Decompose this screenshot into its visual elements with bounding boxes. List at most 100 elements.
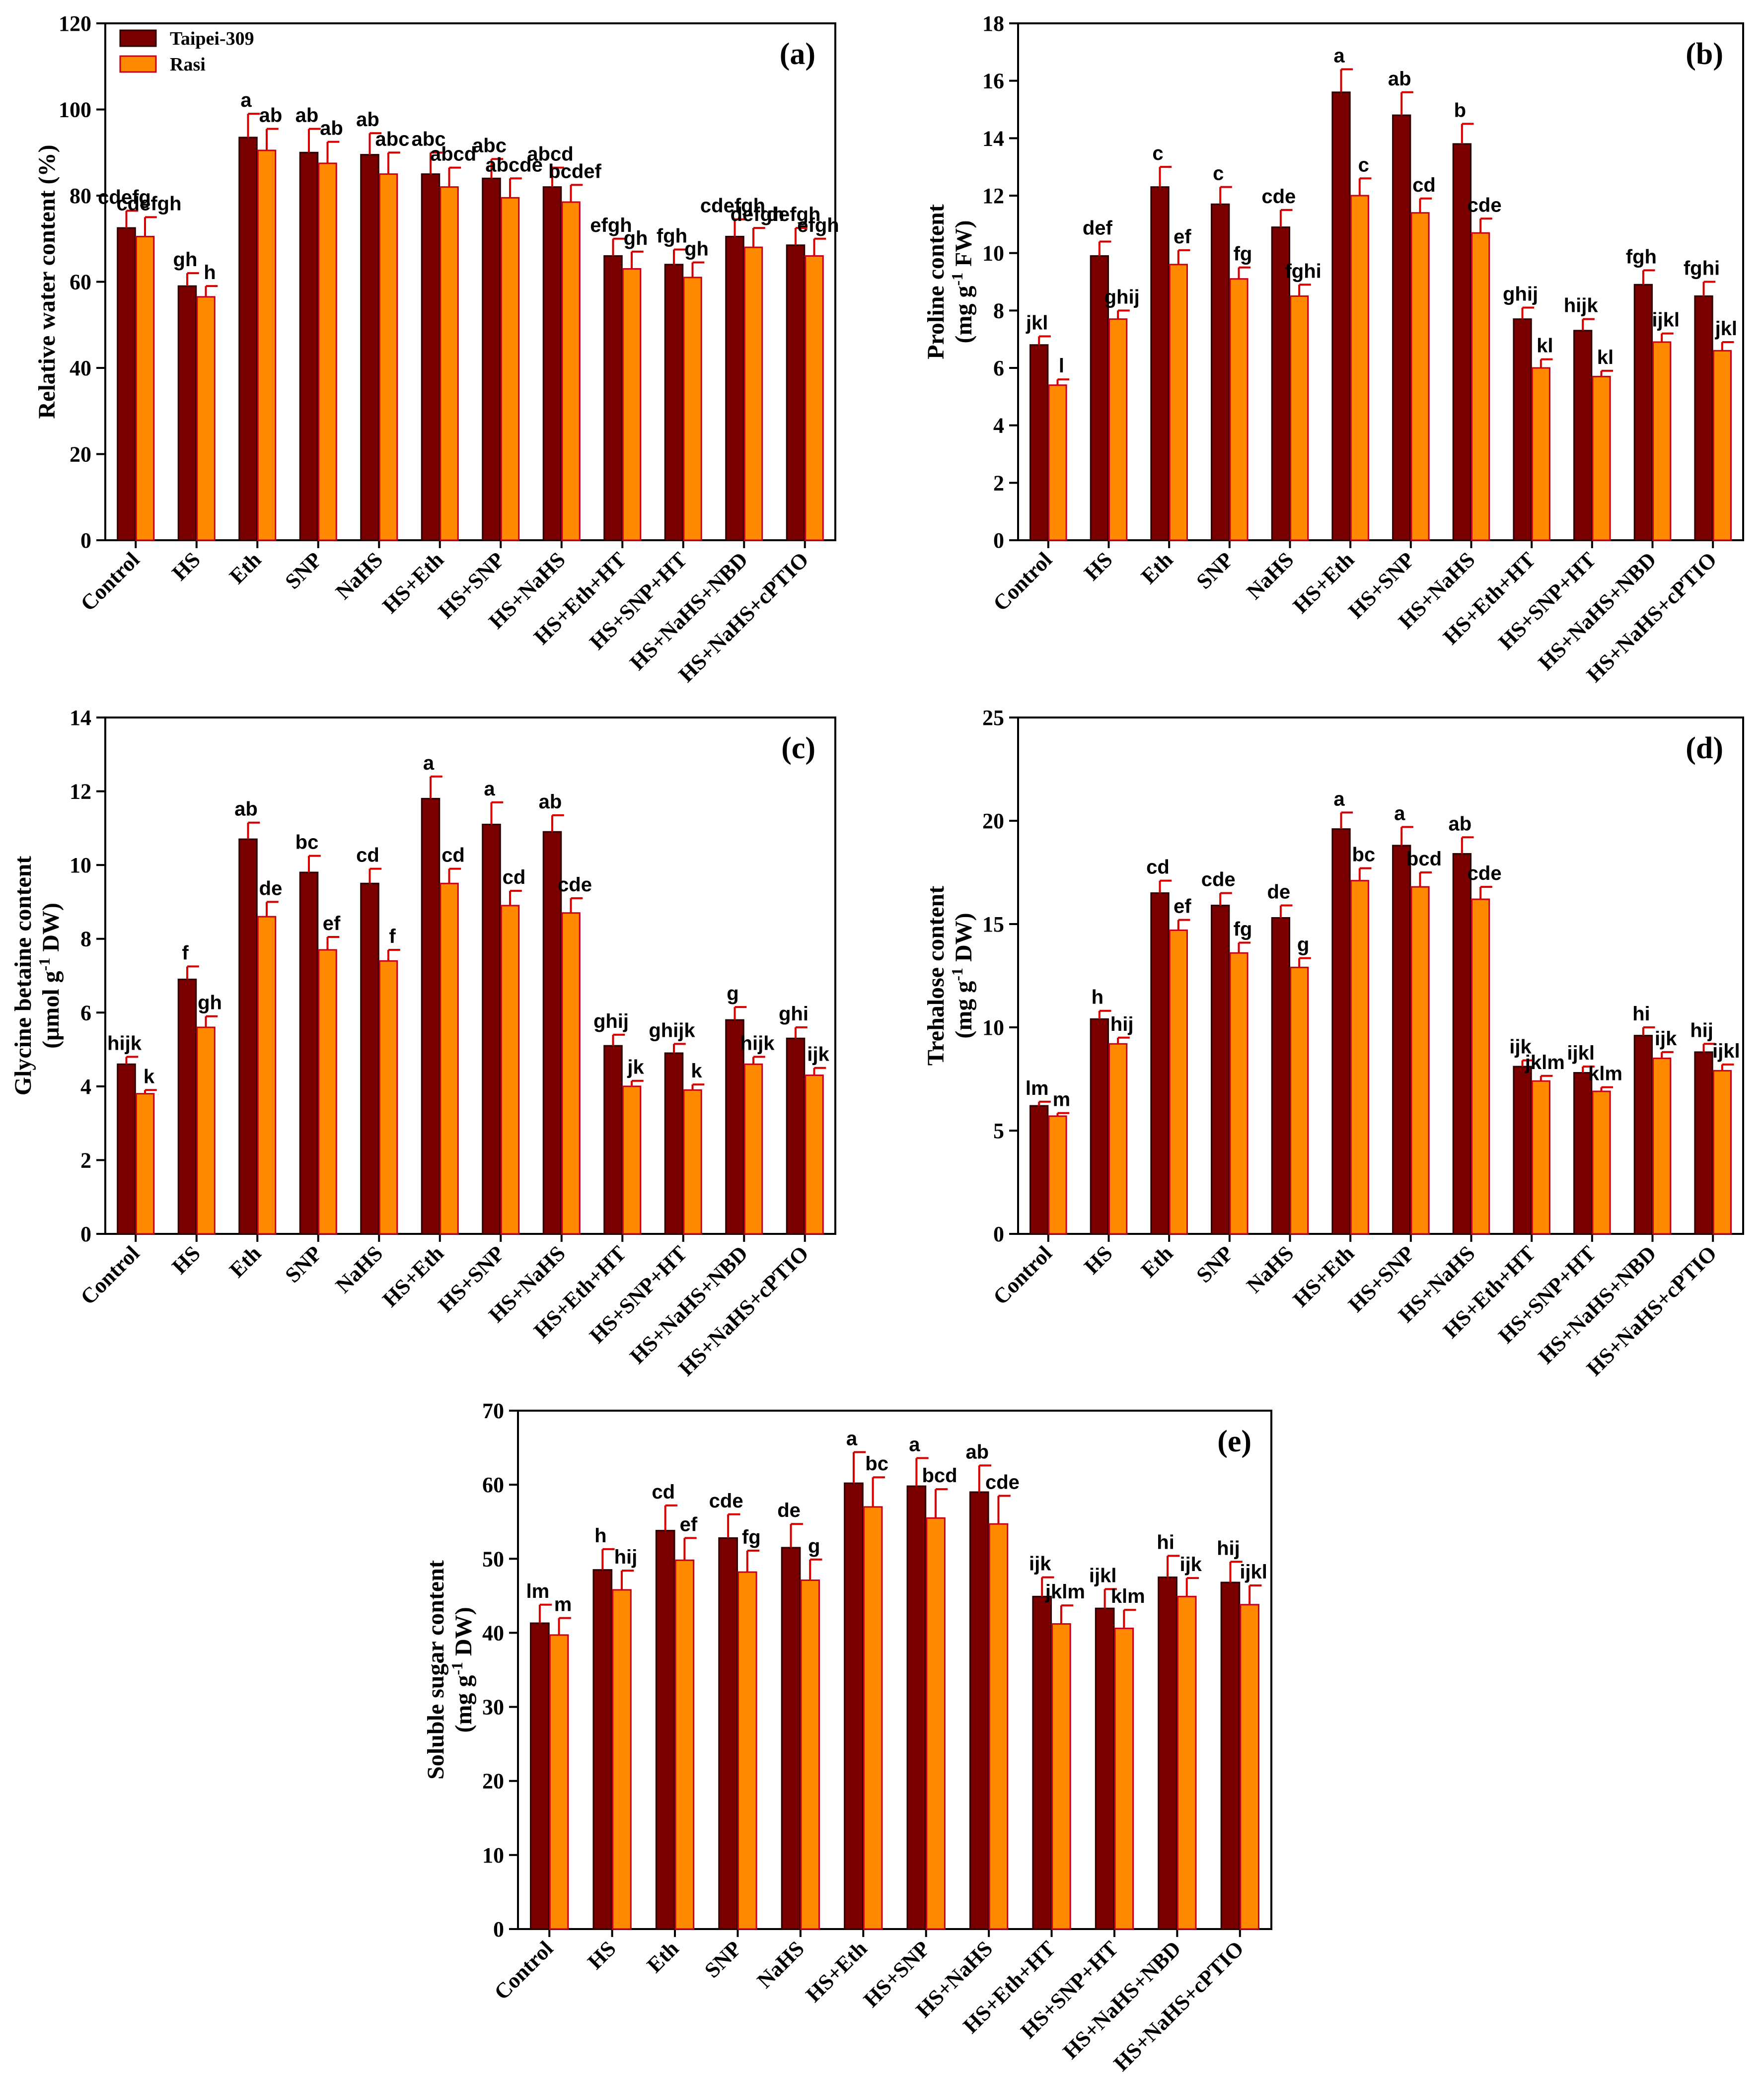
significance-letter: fghi — [1684, 258, 1720, 280]
significance-letter: a — [846, 1428, 858, 1450]
significance-letter: cde — [1201, 869, 1236, 891]
significance-letter: abc — [472, 135, 507, 156]
bar-taipei-309 — [1633, 284, 1653, 541]
bar-rasi — [1229, 952, 1249, 1235]
significance-letter: gh — [173, 249, 198, 271]
chart-panel-c: 0 2 4 6 8 10 12 14 Glycine betaine content (μmol … — [10, 706, 836, 1380]
significance-letter: hi — [1157, 1531, 1175, 1553]
bar-rasi — [805, 1075, 824, 1235]
x-category-label: HS — [167, 547, 205, 585]
y-tick-label: 10 — [982, 1015, 1004, 1040]
significance-letter: abcde — [485, 154, 543, 176]
significance-letter: a — [1333, 788, 1345, 810]
significance-letter: jkl — [1715, 318, 1737, 340]
bar-rasi — [683, 277, 702, 541]
x-category-label: SNP — [280, 1241, 326, 1287]
bar-taipei-309 — [1090, 1018, 1109, 1235]
x-category-label: NaHS — [1242, 1241, 1298, 1297]
significance-letter: ef — [1174, 226, 1191, 248]
bar-taipei-309 — [542, 831, 562, 1235]
bar-rasi — [1051, 1623, 1071, 1930]
bar-taipei-309 — [530, 1622, 550, 1930]
bar-taipei-309 — [664, 1052, 684, 1235]
significance-letter: bcdef — [548, 160, 601, 182]
bar-taipei-309 — [482, 823, 501, 1235]
bar-rasi — [926, 1517, 946, 1930]
significance-letter: hij — [1217, 1537, 1240, 1559]
significance-letter: gh — [684, 238, 709, 260]
bar-taipei-309 — [1150, 892, 1170, 1235]
bar-rasi — [737, 1571, 757, 1930]
bar-rasi — [440, 882, 459, 1235]
x-category-label: HS — [1079, 547, 1117, 585]
bar-rasi — [1652, 1057, 1672, 1235]
y-axis-label-line2: (mg g-1 FW) — [948, 220, 977, 344]
x-category-label: NaHS — [1242, 547, 1298, 604]
bar-rasi — [257, 916, 277, 1235]
significance-letter: m — [1053, 1089, 1071, 1111]
bar-taipei-309 — [1095, 1607, 1115, 1930]
significance-letter: ab — [234, 798, 258, 820]
x-category-label: Eth — [1136, 547, 1177, 588]
bar-taipei-309 — [655, 1530, 675, 1930]
significance-letter: f — [182, 942, 189, 964]
y-tick-label: 0 — [493, 1917, 504, 1941]
bar-taipei-309 — [421, 173, 441, 541]
y-tick-label: 0 — [993, 528, 1004, 553]
bar-rasi — [863, 1506, 883, 1930]
significance-letter: gh — [624, 227, 648, 249]
significance-letter: klm — [1111, 1585, 1145, 1607]
significance-letter: fgh — [657, 225, 687, 247]
significance-letter: ab — [965, 1441, 989, 1463]
significance-letter: cd — [1146, 857, 1170, 878]
y-tick-label: 12 — [70, 780, 91, 804]
bar-rasi — [1410, 886, 1430, 1235]
bar-rasi — [561, 201, 581, 541]
y-axis-unit-exponent: -1 — [948, 968, 966, 981]
bar-rasi — [1712, 350, 1732, 541]
bar-rasi — [561, 912, 581, 1235]
bar-rasi — [1531, 1080, 1550, 1235]
bar-rasi — [805, 255, 824, 541]
y-tick-label: 0 — [993, 1222, 1004, 1246]
significance-letter: cd — [356, 845, 379, 866]
bar-rasi — [988, 1523, 1009, 1930]
significance-letter: a — [484, 778, 495, 800]
bar-taipei-309 — [725, 1019, 744, 1235]
x-category-label: Control — [76, 547, 145, 616]
significance-letter: ijk — [807, 1044, 829, 1066]
significance-letter: fg — [1234, 918, 1252, 940]
significance-letter: ghij — [1104, 286, 1140, 308]
bar-taipei-309 — [238, 137, 258, 541]
significance-letter: abc — [412, 128, 446, 150]
plot-frame — [517, 1410, 1272, 1930]
bar-rasi — [1290, 966, 1309, 1235]
legend-swatch-rasi — [119, 55, 157, 73]
bar-rasi — [318, 949, 337, 1235]
bar-rasi — [1108, 1043, 1128, 1235]
bar-taipei-309 — [592, 1569, 613, 1930]
significance-letter: efgh — [797, 215, 839, 236]
bar-rasi — [1350, 195, 1369, 541]
plot-frame — [104, 717, 836, 1235]
significance-letter: hijk — [740, 1032, 775, 1054]
panel-label: (e) — [1217, 1425, 1251, 1458]
bar-rasi — [378, 173, 398, 541]
panel-label: (d) — [1686, 731, 1723, 765]
bar-rasi — [1290, 295, 1309, 541]
significance-letter: c — [1213, 163, 1224, 185]
y-axis-label-line1: Trehalose content — [923, 886, 949, 1066]
bar-rasi — [1229, 278, 1249, 541]
significance-letter: ijk — [1179, 1554, 1202, 1576]
bar-rasi — [1176, 1595, 1197, 1930]
significance-letter: cd — [1412, 174, 1436, 196]
bar-rasi — [1240, 1604, 1259, 1930]
y-tick-label: 20 — [482, 1769, 504, 1793]
bar-rasi — [135, 1093, 155, 1235]
bar-taipei-309 — [299, 871, 319, 1235]
y-tick-label: 60 — [482, 1473, 504, 1497]
bar-rasi — [1471, 898, 1490, 1235]
y-axis-label-line2: (mg g-1 DW) — [948, 913, 977, 1038]
significance-letter: hijk — [107, 1032, 142, 1054]
y-axis-unit: (mg g — [951, 981, 977, 1039]
